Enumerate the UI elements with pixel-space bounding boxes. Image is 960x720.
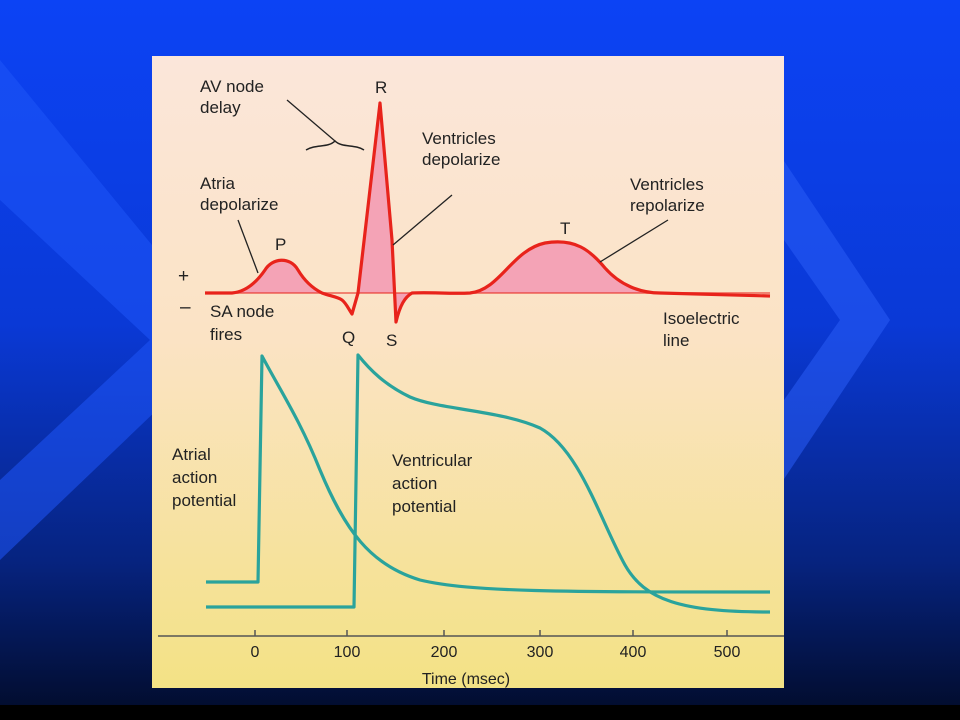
x-tick-label-200: 200 [431,644,458,661]
x-tick-label-0: 0 [251,644,260,661]
x-tick-label-300: 300 [527,644,554,661]
label-atrial-potential: potential [172,491,236,510]
x-tick-label-100: 100 [334,644,361,661]
label-isoelectric: Isoelectric [663,309,740,328]
ecg-fill-s [395,293,412,322]
ecg-trace [205,101,771,324]
label-minus: – [180,297,191,318]
label-line: line [663,331,689,350]
atria-pointer [237,219,259,274]
label-atrial: Atrial [172,445,211,464]
label-t: T [560,219,570,238]
label-delay: delay [200,98,241,117]
label-ventricular: Ventricular [392,451,473,470]
x-tick-label-500: 500 [714,644,741,661]
x-axis-ticks [254,630,728,636]
label-ventricles-repolarize-1: Ventricles [630,175,704,194]
av-node-delay-pointer [286,99,336,142]
label-sa-node: SA node [210,302,274,321]
label-ventricular-potential: potential [392,497,456,516]
label-atrial-action: action [172,468,217,487]
label-q: Q [342,328,355,347]
label-atria: Atria [200,174,236,193]
label-ventricles-depolarize-2: depolarize [422,150,500,169]
ventricles-repolarize-pointer [599,219,669,263]
label-ventricles-depolarize-1: Ventricles [422,129,496,148]
ventricles-depolarize-pointer [392,194,453,246]
ecg-fill-t-wave [470,241,660,293]
x-tick-label-400: 400 [620,644,647,661]
ventricular-action-potential-trace [206,353,771,614]
label-fires: fires [210,325,242,344]
label-plus: + [178,266,189,287]
label-r: R [375,78,387,97]
ecg-fill-qrs [358,103,395,293]
x-axis-label: Time (msec) [422,671,510,688]
label-ventricular-action: action [392,474,437,493]
label-p: P [275,235,286,254]
label-atria-depolarize: depolarize [200,195,278,214]
label-ventricles-repolarize-2: repolarize [630,196,705,215]
label-av-node: AV node [200,77,264,96]
atrial-action-potential-trace [206,354,771,594]
bottom-strip [0,705,960,720]
label-s: S [386,331,397,350]
